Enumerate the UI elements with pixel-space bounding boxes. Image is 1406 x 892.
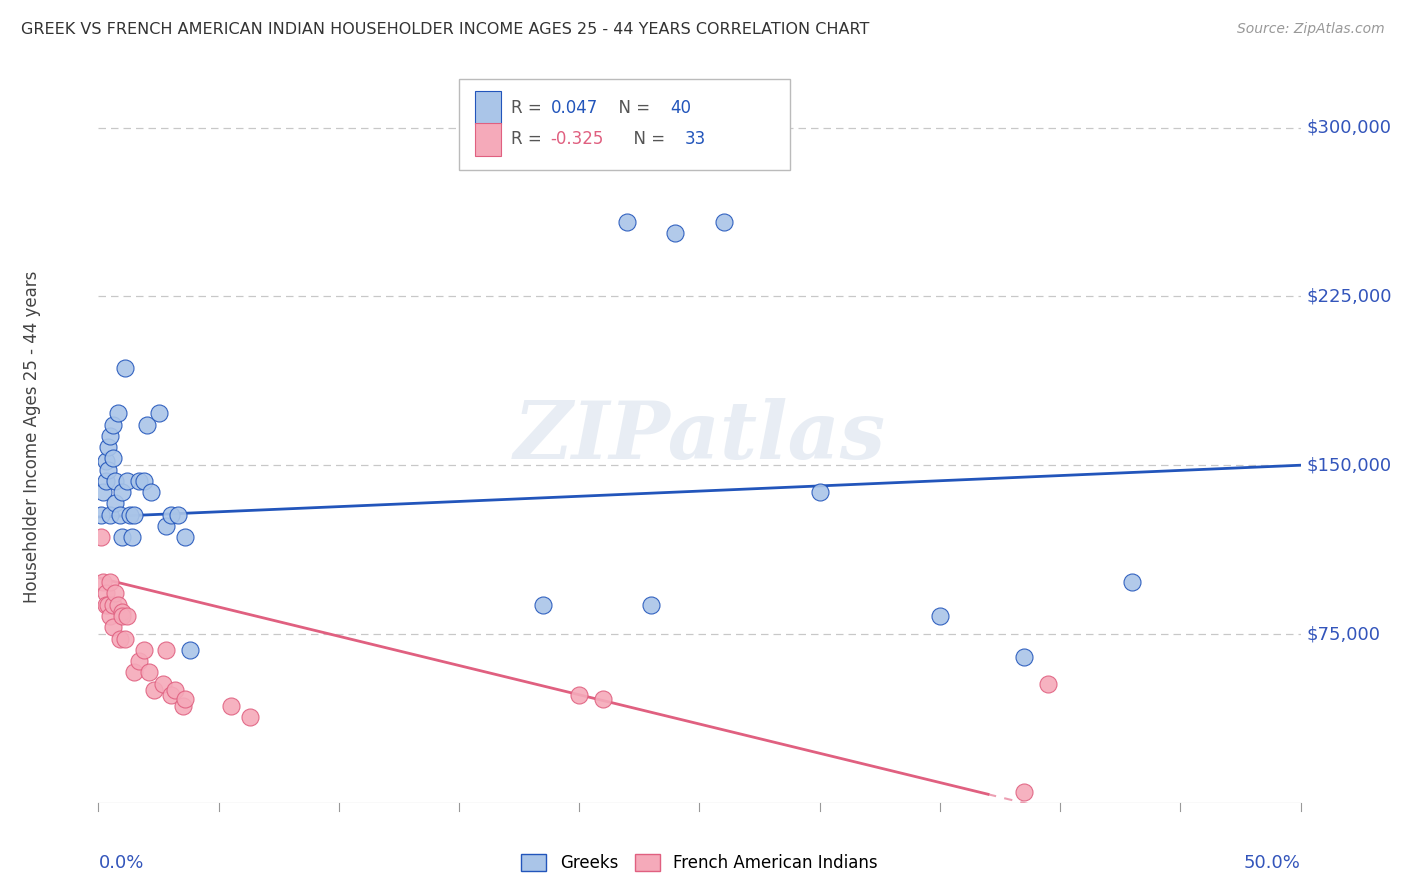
Point: [159, 508, 181, 522]
Point: [94, 453, 117, 467]
Point: [111, 609, 134, 624]
Point: [124, 508, 146, 522]
Point: [91, 485, 114, 500]
Text: R =: R =: [510, 130, 547, 148]
Point: [107, 407, 129, 421]
Point: [108, 508, 131, 522]
Point: [100, 575, 122, 590]
Point: [94, 598, 117, 612]
Point: [141, 485, 163, 500]
Point: [107, 598, 129, 612]
Text: $300,000: $300,000: [1306, 119, 1392, 136]
Point: [128, 654, 150, 668]
Point: [100, 609, 122, 624]
Point: [104, 474, 127, 488]
Point: [132, 642, 155, 657]
Point: [159, 688, 181, 702]
Text: $150,000: $150,000: [1306, 456, 1392, 475]
Point: [118, 508, 141, 522]
FancyBboxPatch shape: [458, 78, 790, 170]
FancyBboxPatch shape: [475, 92, 501, 124]
Text: ZIPatlas: ZIPatlas: [513, 399, 886, 475]
Text: 0.0%: 0.0%: [98, 854, 143, 872]
Text: 50.0%: 50.0%: [1244, 854, 1301, 872]
Point: [94, 474, 117, 488]
Text: Householder Income Ages 25 - 44 years: Householder Income Ages 25 - 44 years: [24, 271, 41, 603]
Text: -0.325: -0.325: [550, 130, 603, 148]
FancyBboxPatch shape: [475, 123, 501, 156]
Point: [142, 683, 165, 698]
Point: [104, 496, 127, 510]
Point: [111, 485, 134, 500]
Point: [616, 215, 638, 229]
Point: [90, 530, 112, 544]
Point: [138, 665, 160, 680]
Point: [94, 586, 117, 600]
Point: [101, 451, 124, 466]
Text: Source: ZipAtlas.com: Source: ZipAtlas.com: [1237, 22, 1385, 37]
Point: [155, 642, 177, 657]
Point: [100, 508, 122, 522]
Point: [90, 508, 112, 522]
Text: N =: N =: [609, 99, 655, 117]
Text: $75,000: $75,000: [1306, 625, 1381, 643]
Text: N =: N =: [623, 130, 669, 148]
Point: [166, 508, 188, 522]
Point: [219, 699, 242, 714]
Point: [928, 609, 950, 624]
Point: [124, 665, 146, 680]
Point: [179, 642, 201, 657]
Text: R =: R =: [510, 99, 547, 117]
Point: [808, 485, 831, 500]
Point: [114, 632, 136, 646]
Point: [97, 440, 120, 454]
Point: [111, 530, 134, 544]
Point: [117, 609, 139, 624]
Point: [1036, 676, 1059, 690]
Point: [640, 598, 662, 612]
Point: [1012, 784, 1035, 798]
Point: [148, 407, 170, 421]
Point: [1121, 575, 1143, 590]
Point: [132, 474, 155, 488]
Point: [97, 598, 120, 612]
Legend: Greeks, French American Indians: Greeks, French American Indians: [515, 847, 884, 879]
Point: [155, 519, 177, 533]
Point: [117, 474, 139, 488]
Point: [664, 227, 686, 241]
Point: [114, 361, 136, 376]
Point: [111, 605, 134, 619]
Point: [152, 676, 174, 690]
Point: [121, 530, 143, 544]
Point: [172, 699, 194, 714]
Point: [592, 692, 614, 706]
Point: [1012, 649, 1035, 664]
Text: $225,000: $225,000: [1306, 287, 1392, 305]
Point: [91, 575, 114, 590]
Point: [135, 417, 157, 432]
Point: [174, 530, 197, 544]
Point: [568, 688, 591, 702]
Point: [174, 692, 197, 706]
Point: [165, 683, 187, 698]
Point: [713, 215, 735, 229]
Point: [239, 710, 262, 724]
Point: [101, 598, 124, 612]
Point: [100, 429, 122, 443]
Point: [531, 598, 554, 612]
Point: [104, 586, 127, 600]
Point: [97, 463, 120, 477]
Point: [101, 620, 124, 634]
Point: [108, 632, 131, 646]
Text: GREEK VS FRENCH AMERICAN INDIAN HOUSEHOLDER INCOME AGES 25 - 44 YEARS CORRELATIO: GREEK VS FRENCH AMERICAN INDIAN HOUSEHOL…: [21, 22, 869, 37]
Point: [101, 417, 124, 432]
Point: [128, 474, 150, 488]
Text: 0.047: 0.047: [550, 99, 598, 117]
Text: 40: 40: [671, 99, 692, 117]
Text: 33: 33: [685, 130, 706, 148]
